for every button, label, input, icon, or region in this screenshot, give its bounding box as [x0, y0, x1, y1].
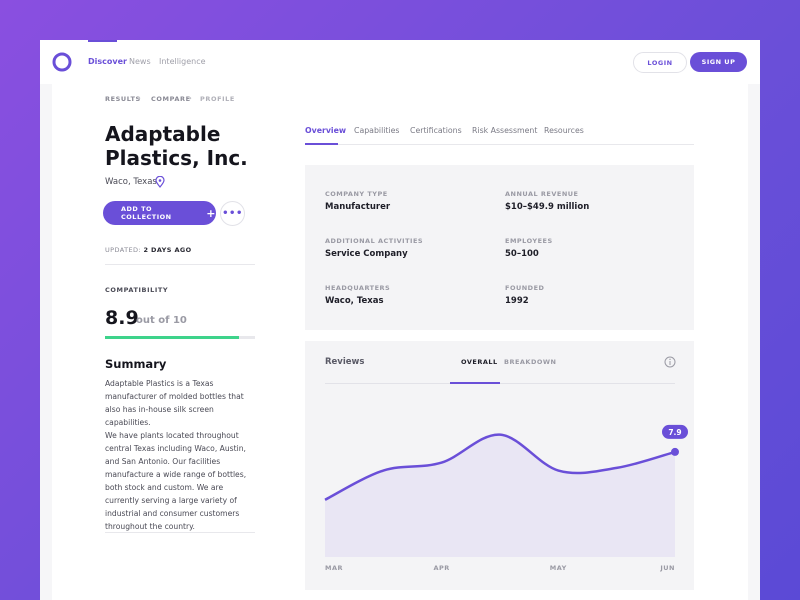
fact-label: COMPANY TYPE — [325, 190, 388, 198]
review-tab[interactable]: BREAKDOWN — [504, 358, 557, 366]
signup-button[interactable]: SIGN UP — [690, 52, 747, 72]
reviews-rule — [325, 383, 675, 384]
divider — [105, 264, 255, 265]
compat-label: COMPATIBILITY — [105, 286, 169, 294]
location: Waco, Texas — [105, 177, 157, 187]
breadcrumb: PROFILE — [200, 95, 235, 103]
info-icon[interactable] — [664, 356, 676, 368]
facts-box — [305, 165, 694, 330]
divider — [105, 532, 255, 533]
breadcrumb[interactable]: RESULTS — [105, 95, 141, 103]
nav-link[interactable]: News — [129, 57, 151, 66]
updated-value: 2 DAYS AGO — [143, 246, 192, 254]
x-tick-label: MAY — [550, 564, 567, 572]
tab-underline — [305, 143, 338, 145]
nav-link[interactable]: Discover — [88, 57, 127, 66]
score-bar — [105, 336, 239, 339]
more-button[interactable]: ••• — [220, 201, 245, 226]
fact-label: FOUNDED — [505, 284, 545, 292]
logo[interactable] — [52, 52, 72, 72]
review-tab-underline — [450, 382, 500, 384]
fact-value: 1992 — [505, 296, 529, 306]
x-tick-label: APR — [434, 564, 450, 572]
login-button[interactable]: LOGIN — [633, 52, 687, 73]
fact-label: ANNUAL REVENUE — [505, 190, 579, 198]
tab[interactable]: Capabilities — [354, 126, 400, 135]
fact-value: Waco, Texas — [325, 296, 384, 306]
company-name: Adaptable Plastics, Inc. — [105, 122, 248, 170]
updated: UPDATED: 2 DAYS AGO — [105, 246, 192, 254]
chevron: › — [138, 94, 142, 102]
review-tab[interactable]: OVERALL — [461, 358, 498, 366]
breadcrumb[interactable]: COMPARE — [151, 95, 191, 103]
tab[interactable]: Certifications — [410, 126, 462, 135]
tab[interactable]: Risk Assessment — [472, 126, 538, 135]
nav-link[interactable]: Intelligence — [159, 57, 206, 66]
add-collection-button[interactable]: ADD TO COLLECTION + — [103, 201, 216, 225]
reviews-title: Reviews — [325, 357, 365, 367]
fact-label: HEADQUARTERS — [325, 284, 391, 292]
area-fill — [325, 434, 675, 557]
fact-label: ADDITIONAL ACTIVITIES — [325, 237, 424, 245]
chevron: › — [189, 94, 193, 102]
value-badge — [662, 424, 688, 439]
x-tick-label: JUN — [659, 564, 675, 572]
fact-value: Service Company — [325, 249, 408, 259]
fact-value: Manufacturer — [325, 202, 391, 212]
fact-label: EMPLOYEES — [505, 237, 553, 245]
reviews-chart: 7.9 MAR APR MAY JUN — [324, 424, 688, 572]
value-label: 7.9 — [668, 428, 681, 437]
summary-paragraph: We have plants located throughout centra… — [105, 431, 247, 531]
summary-title: Summary — [105, 357, 167, 371]
tab-rule — [305, 144, 694, 145]
fact-value: 50–100 — [505, 249, 539, 259]
score-suffix: out of 10 — [136, 315, 187, 326]
active-indicator — [88, 40, 117, 42]
summary-paragraph: Adaptable Plastics is a Texas manufactur… — [105, 379, 244, 427]
score: 8.9 — [105, 307, 139, 329]
area-line — [324, 433, 676, 501]
tab[interactable]: Resources — [544, 126, 584, 135]
fact-value: $10–$49.9 million — [505, 202, 590, 212]
plus-icon: + — [206, 206, 216, 220]
x-tick-label: MAR — [325, 564, 343, 572]
end-point — [671, 447, 679, 456]
updated-label: UPDATED: — [105, 246, 141, 254]
pin-icon — [155, 176, 165, 188]
button-label: ADD TO COLLECTION — [121, 205, 172, 221]
tab[interactable]: Overview — [305, 126, 347, 135]
